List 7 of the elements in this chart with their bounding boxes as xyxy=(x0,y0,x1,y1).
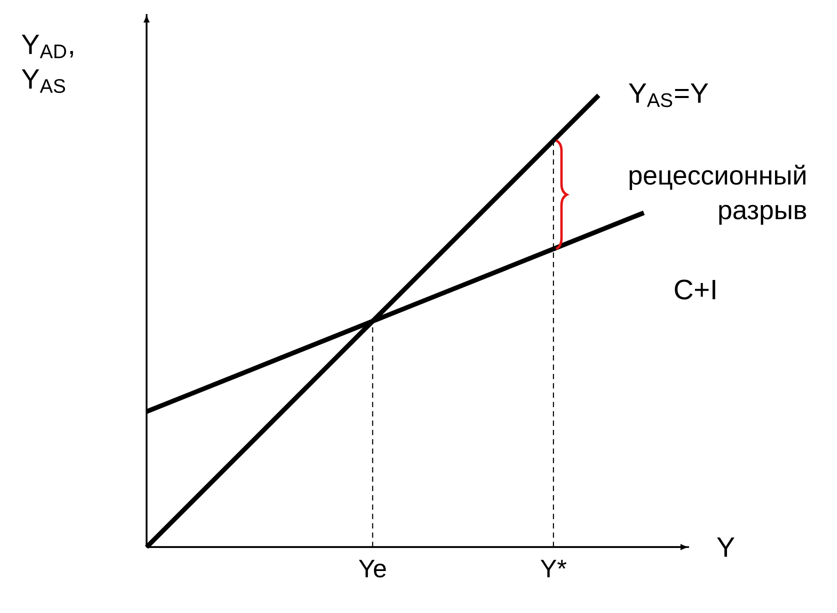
x-tick-label: Ye xyxy=(358,560,386,578)
annotation: рецессионный разрыв xyxy=(630,164,806,225)
x-axis-title: Y xyxy=(716,537,734,557)
x-tick-label: Y* xyxy=(540,560,566,578)
y-axis-title: Y$_{AD}$, Y$_{AS}$ xyxy=(22,34,73,93)
series-label: Y$_{AS}$=Y xyxy=(628,83,708,108)
text: C+I xyxy=(674,280,716,300)
